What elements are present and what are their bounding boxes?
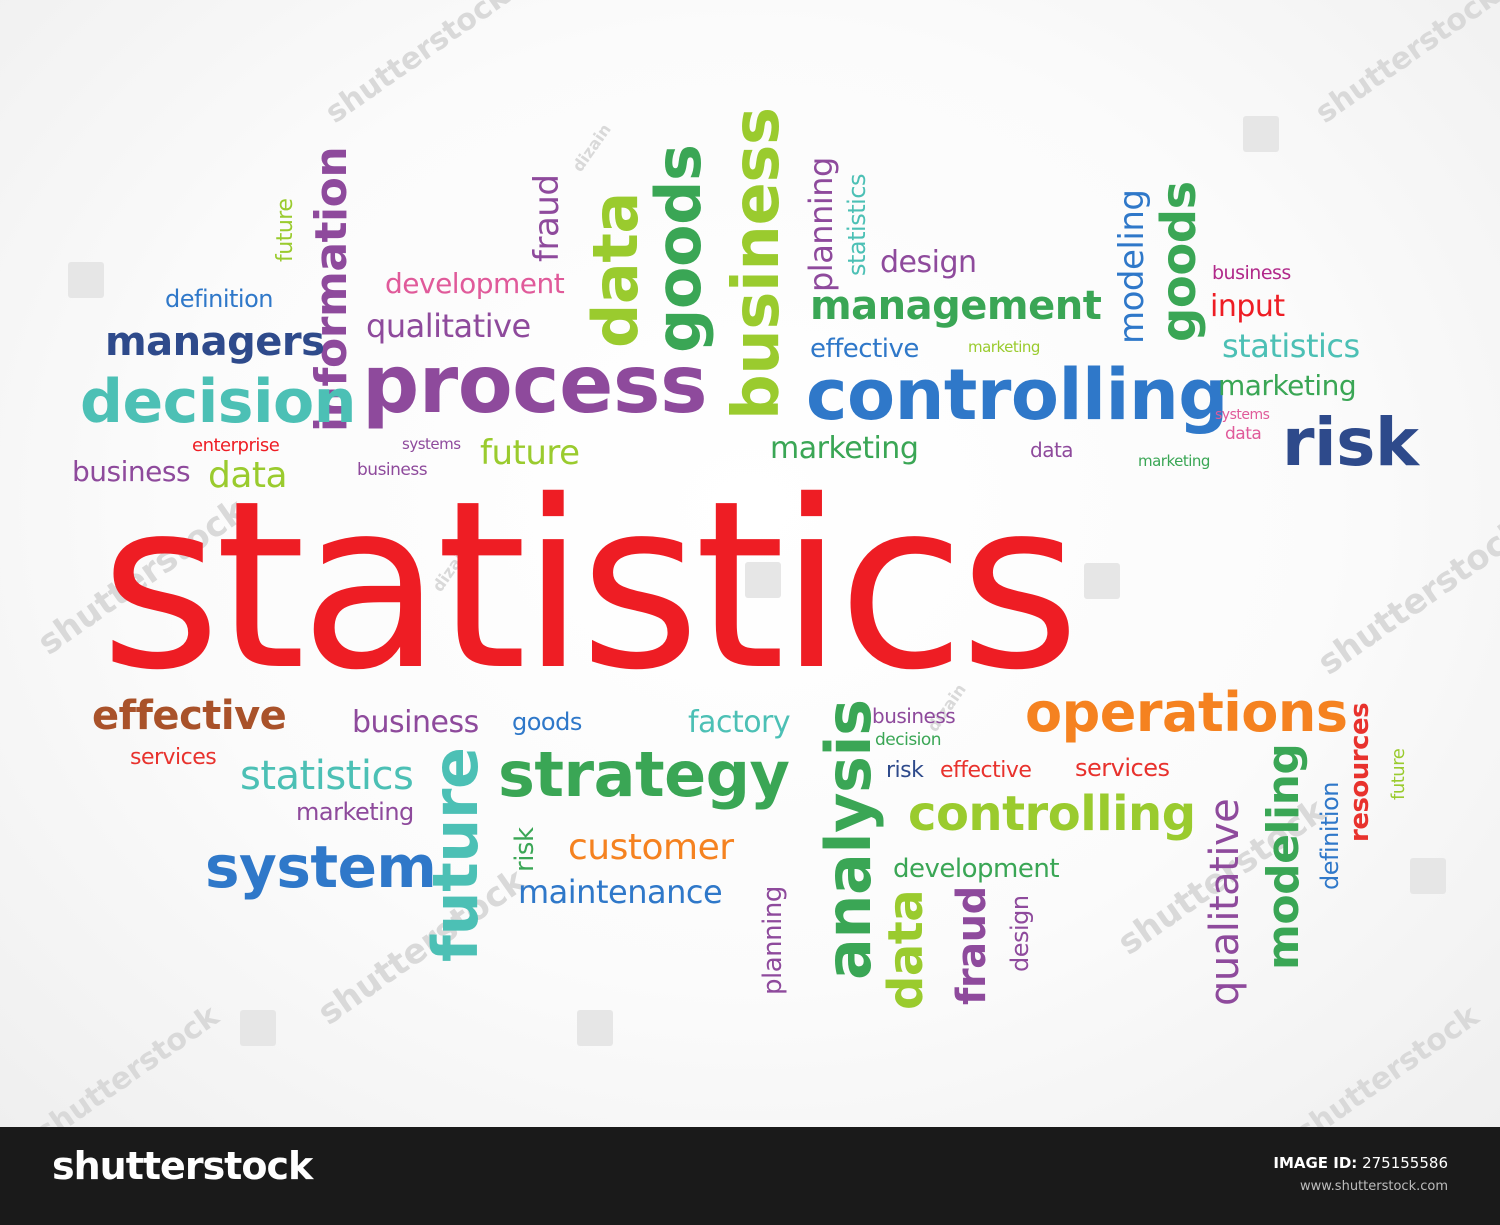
word-controlling: controlling — [908, 786, 1196, 842]
word-marketing: marketing — [1138, 452, 1210, 470]
footer-brand-logo: shutterstock — [52, 1144, 313, 1188]
word-future: future — [480, 433, 580, 473]
watermark-square — [240, 1010, 276, 1046]
word-planning: planning — [758, 886, 788, 995]
word-operations: operations — [1025, 681, 1348, 744]
watermark-text: shutterstock — [1309, 0, 1500, 131]
word-business: business — [872, 704, 956, 728]
word-data: data — [208, 455, 288, 496]
watermark-square — [577, 1010, 613, 1046]
word-enterprise: enterprise — [192, 435, 280, 456]
word-marketing: marketing — [296, 798, 414, 826]
word-data: data — [579, 192, 652, 348]
word-services: services — [130, 745, 217, 770]
watermark-text: shutterstock — [319, 0, 516, 131]
word-maintenance: maintenance — [518, 873, 723, 911]
word-business: business — [1212, 262, 1291, 284]
word-modeling: modeling — [1112, 189, 1152, 344]
word-planning: planning — [802, 157, 840, 292]
word-data: data — [878, 889, 934, 1010]
watermark-square — [745, 562, 781, 598]
word-modeling: modeling — [1258, 743, 1309, 970]
watermark-text: shutterstock — [1310, 510, 1500, 684]
word-effective: effective — [810, 334, 919, 364]
word-business: business — [352, 705, 479, 740]
word-marketing: marketing — [968, 338, 1040, 356]
watermark-text: shutterstock — [29, 998, 226, 1127]
word-marketing: marketing — [770, 431, 919, 466]
word-design: design — [880, 245, 977, 280]
word-process: process — [362, 338, 708, 431]
word-business: business — [72, 455, 191, 488]
word-resources: resources — [1345, 702, 1375, 842]
word-development: development — [893, 854, 1060, 884]
word-risk: risk — [510, 827, 540, 872]
word-business: business — [357, 460, 428, 480]
word-customer: customer — [568, 827, 734, 868]
word-design: design — [1006, 895, 1034, 972]
word-definition: definition — [165, 285, 273, 313]
word-systems: systems — [1215, 407, 1270, 423]
word-qualitative: qualitative — [366, 307, 531, 345]
word-risk: risk — [1282, 404, 1419, 481]
word-cloud-canvas: shutterstock shutterstock shutterstock s… — [0, 0, 1500, 1127]
word-decision: decision — [80, 367, 357, 437]
main-word-statistics: statistics — [100, 451, 1080, 721]
word-managers: managers — [105, 319, 325, 365]
word-statistics: statistics — [240, 753, 414, 799]
word-development: development — [385, 267, 565, 300]
word-qualitative: qualitative — [1202, 798, 1248, 1006]
word-systems: systems — [402, 435, 461, 453]
word-business: business — [720, 107, 794, 420]
word-analysis: analysis — [812, 699, 885, 980]
word-statistics: statistics — [1222, 327, 1360, 365]
word-goods: goods — [1151, 181, 1207, 342]
word-decision: decision — [875, 730, 942, 750]
word-controlling: controlling — [806, 354, 1228, 436]
word-effective: effective — [92, 693, 287, 739]
watermark-contributor: dizain — [568, 120, 615, 176]
word-management: management — [810, 283, 1102, 329]
word-input: input — [1210, 289, 1285, 324]
word-data: data — [1225, 424, 1262, 444]
word-fraud: fraud — [949, 886, 995, 1005]
footer-bar — [0, 1127, 1500, 1225]
footer-image-id: IMAGE ID: 275155586 — [1273, 1156, 1448, 1171]
watermark-text: shutterstock — [1289, 998, 1486, 1127]
footer-site: www.shutterstock.com — [1299, 1179, 1448, 1194]
word-factory: factory — [688, 705, 791, 740]
word-future: future — [273, 198, 298, 262]
word-goods: goods — [512, 708, 582, 736]
word-risk: risk — [886, 758, 924, 783]
word-marketing: marketing — [1218, 369, 1357, 402]
word-strategy: strategy — [498, 738, 790, 811]
word-fraud: fraud — [527, 174, 567, 262]
watermark-square — [1084, 563, 1120, 599]
word-data: data — [1030, 438, 1074, 462]
word-goods: goods — [642, 144, 715, 353]
word-statistics: statistics — [843, 174, 871, 276]
word-services: services — [1075, 754, 1170, 782]
word-definition: definition — [1316, 782, 1344, 890]
image-id-label: IMAGE ID: — [1273, 1154, 1358, 1172]
watermark-square — [1410, 858, 1446, 894]
word-future: future — [1388, 748, 1409, 800]
word-effective: effective — [940, 758, 1032, 783]
image-id-value: 275155586 — [1362, 1154, 1448, 1172]
watermark-square — [1243, 116, 1279, 152]
word-system: system — [205, 833, 437, 901]
watermark-square — [68, 262, 104, 298]
